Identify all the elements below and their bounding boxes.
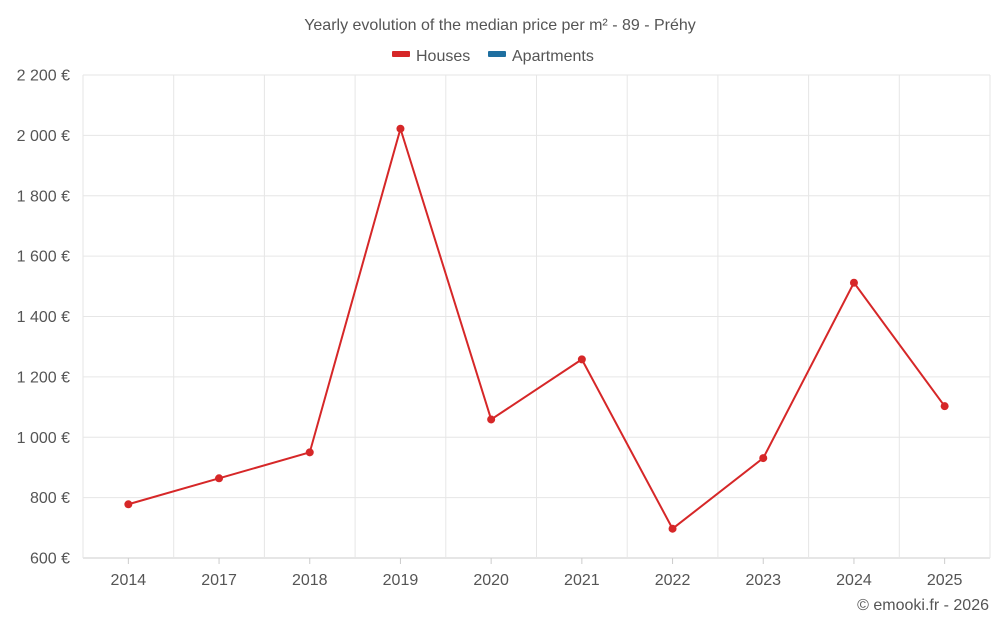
- x-tick-label: 2019: [383, 572, 419, 589]
- legend-swatch-houses: [392, 51, 410, 57]
- series-layer: [124, 124, 949, 533]
- series-houses: [124, 124, 949, 533]
- legend: Houses Apartments: [392, 48, 594, 65]
- y-tick-label: 800 €: [30, 490, 70, 507]
- x-tick-label: 2014: [111, 572, 147, 589]
- x-tick-label: 2017: [201, 572, 237, 589]
- x-tick-label: 2018: [292, 572, 328, 589]
- data-point-2020[interactable]: [487, 415, 496, 424]
- y-tick-label: 1 000 €: [17, 430, 70, 447]
- x-gridlines: [82, 75, 991, 564]
- y-tick-label: 1 600 €: [17, 249, 70, 266]
- credit-text: © emooki.fr - 2026: [857, 597, 989, 614]
- x-tick-label: 2022: [655, 572, 691, 589]
- y-tick-label: 2 200 €: [17, 68, 70, 85]
- legend-label-houses: Houses: [416, 48, 470, 65]
- legend-swatch-apartments: [488, 51, 506, 57]
- x-tick-label: 2024: [836, 572, 872, 589]
- y-tick-label: 1 400 €: [17, 309, 70, 326]
- data-point-2017[interactable]: [215, 474, 224, 483]
- data-point-2023[interactable]: [759, 454, 768, 463]
- chart-title: Yearly evolution of the median price per…: [304, 17, 696, 34]
- legend-item-apartments[interactable]: Apartments: [488, 48, 594, 65]
- legend-label-apartments: Apartments: [512, 48, 594, 65]
- x-tick-label: 2020: [473, 572, 509, 589]
- x-tick-label: 2025: [927, 572, 963, 589]
- y-tick-label: 2 000 €: [17, 128, 70, 145]
- x-tick-label: 2021: [564, 572, 600, 589]
- x-tick-label: 2023: [745, 572, 781, 589]
- y-tick-label: 1 200 €: [17, 369, 70, 386]
- data-point-2014[interactable]: [124, 500, 133, 509]
- data-point-2024[interactable]: [849, 278, 858, 287]
- data-point-2025[interactable]: [940, 402, 949, 411]
- y-tick-label: 1 800 €: [17, 188, 70, 205]
- x-axis-labels: 2014 2017 2018 2019 2020 2021 2022 2023 2024 2025: [111, 572, 963, 589]
- data-point-2021[interactable]: [577, 355, 586, 364]
- data-point-2018[interactable]: [305, 448, 314, 457]
- series-line-houses: [128, 125, 946, 531]
- data-point-2022[interactable]: [668, 524, 677, 533]
- legend-item-houses[interactable]: Houses: [392, 48, 470, 65]
- y-axis-labels: 600 € 800 € 1 000 € 1 200 € 1 400 € 1 600 € 1 …: [17, 68, 70, 568]
- data-point-2019[interactable]: [396, 124, 405, 133]
- y-tick-label: 600 €: [30, 551, 70, 568]
